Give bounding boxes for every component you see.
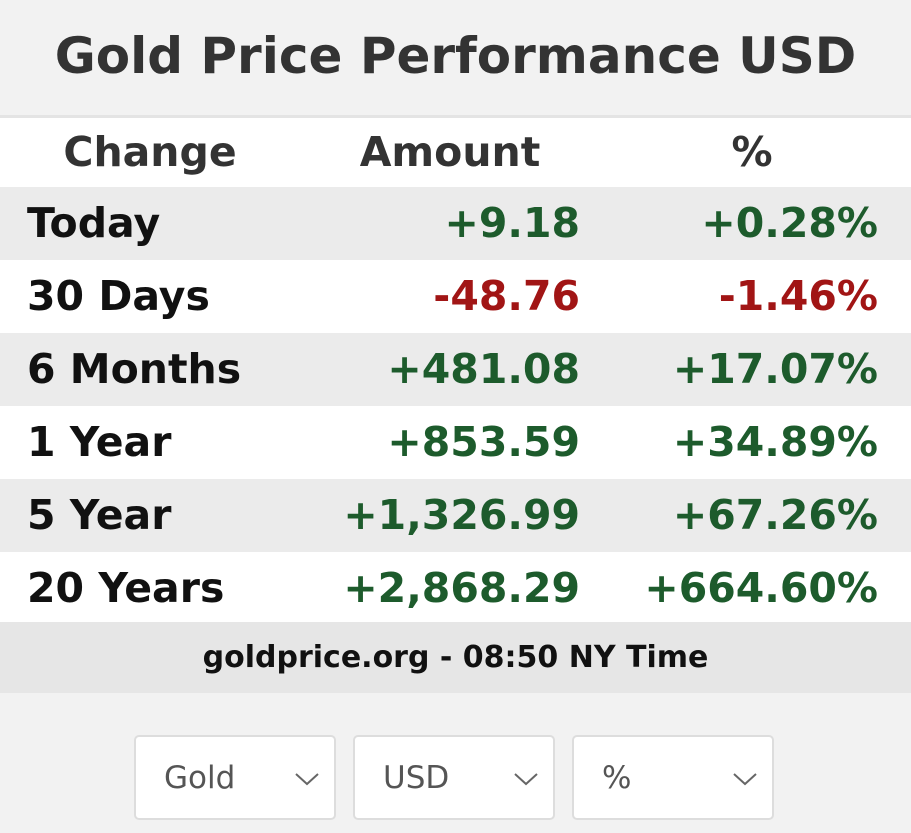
- amount-change: +481.08: [387, 345, 580, 393]
- period-label: 5 Year: [27, 491, 172, 539]
- percent-change: +17.07%: [672, 345, 878, 393]
- period-label: 30 Days: [27, 272, 210, 320]
- table-row: 5 Year +1,326.99 +67.26%: [0, 479, 911, 552]
- amount-change: +853.59: [387, 418, 580, 466]
- period-label: 1 Year: [27, 418, 172, 466]
- dropdown-value: Gold: [164, 760, 236, 796]
- percent-change: +0.28%: [701, 199, 878, 247]
- period-label: 20 Years: [27, 564, 225, 612]
- dropdown-value: USD: [383, 760, 450, 796]
- amount-change: -48.76: [433, 272, 580, 320]
- table-row: 1 Year +853.59 +34.89%: [0, 406, 911, 479]
- amount-change: +1,326.99: [343, 491, 580, 539]
- table-row: Today +9.18 +0.28%: [0, 187, 911, 260]
- dropdown-arrow: [514, 773, 538, 786]
- dropdown-arrow: [733, 773, 757, 786]
- footer: goldprice.org - 08:50 NY Time: [0, 622, 911, 693]
- chevron: [733, 773, 757, 786]
- dropdown-arrow: [295, 773, 319, 786]
- percent-change: +664.60%: [644, 564, 878, 612]
- performance-table: Change Amount% Today +9.18 +0.28% 30 Days -48.…: [0, 118, 911, 625]
- chevron: [514, 773, 538, 786]
- dropdown[interactable]: %: [572, 735, 774, 820]
- percent-change: +34.89%: [672, 418, 878, 466]
- period-label: Today: [27, 199, 161, 247]
- dropdown[interactable]: Gold: [134, 735, 336, 820]
- chevron: [295, 773, 319, 786]
- amount-change: +2,868.29: [343, 564, 580, 612]
- dropdown[interactable]: USD: [353, 735, 555, 820]
- dropdown-value: %: [602, 760, 632, 796]
- percent-change: -1.46%: [718, 272, 878, 320]
- column-header: Change: [63, 128, 237, 176]
- column-header: Amount: [359, 128, 541, 176]
- title: Gold Price Performance USD: [0, 0, 911, 118]
- header-row: Change Amount%: [0, 118, 911, 187]
- column-header: %: [731, 128, 773, 176]
- table-row: 20 Years +2,868.29 +664.60%: [0, 552, 911, 625]
- amount-change: +9.18: [444, 199, 580, 247]
- table-row: 6 Months +481.08 +17.07%: [0, 333, 911, 406]
- table-row: 30 Days -48.76 -1.46%: [0, 260, 911, 333]
- percent-change: +67.26%: [672, 491, 878, 539]
- period-label: 6 Months: [27, 345, 242, 393]
